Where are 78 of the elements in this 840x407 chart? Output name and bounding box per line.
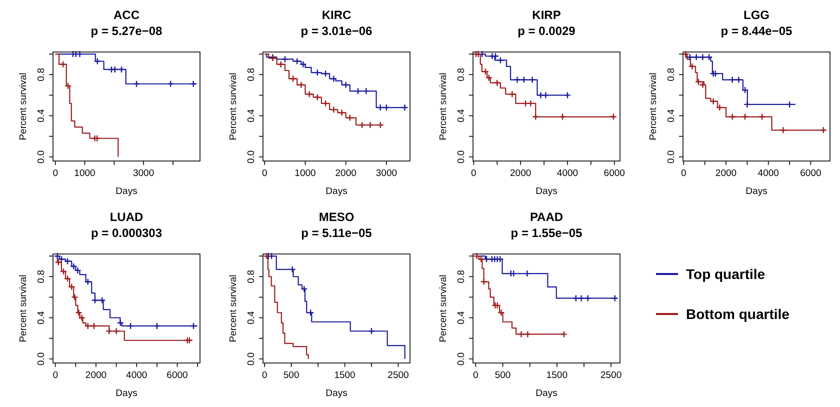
x-axis-title: Days [746, 186, 768, 197]
x-tick-label: 0 [262, 370, 268, 381]
chart-title: KIRC [322, 8, 352, 22]
y-tick-label: 0.0 [456, 150, 467, 164]
y-tick-label: 0.8 [666, 68, 677, 82]
x-tick-label: 0 [473, 370, 478, 381]
x-axis-title: Days [536, 186, 558, 197]
y-tick-label: 0.8 [456, 270, 467, 284]
x-tick-label: 1000 [74, 168, 96, 179]
x-tick-label: 3000 [132, 168, 154, 179]
x-tick-label: 2000 [510, 168, 532, 179]
y-tick-label: 0.0 [36, 150, 47, 164]
x-tick-label: 1500 [334, 370, 356, 381]
x-tick-label: 0 [52, 168, 58, 179]
y-tick-label: 0.4 [456, 311, 467, 324]
x-tick-label: 1500 [546, 370, 568, 381]
y-tick-label: 0.4 [666, 109, 677, 122]
chart-subtitle: p = 5.11e−05 [301, 226, 372, 240]
x-tick-label: 0 [52, 370, 58, 381]
x-axis-title: Days [116, 388, 138, 399]
x-axis-title: Days [536, 388, 558, 399]
y-axis-title: Percent survival [228, 274, 239, 342]
x-tick-label: 2000 [85, 370, 107, 381]
chart-subtitle: p = 8.44e−05 [720, 24, 793, 38]
y-tick-label: 0.4 [246, 109, 257, 122]
y-axis-title: Percent survival [438, 72, 449, 140]
chart-title: KIRP [532, 8, 561, 22]
y-tick-label: 0.8 [36, 68, 47, 82]
x-tick-label: 0 [680, 168, 686, 179]
x-axis-title: Days [326, 388, 348, 399]
y-tick-label: 0.8 [456, 68, 467, 82]
y-axis-title: Percent survival [18, 72, 29, 140]
x-tick-label: 4000 [758, 168, 779, 179]
y-axis-title: Percent survival [228, 72, 239, 140]
chart-title: LUAD [110, 210, 144, 224]
x-tick-label: 4000 [126, 370, 148, 381]
chart-title: ACC [114, 8, 140, 22]
chart-subtitle: p = 1.55e−05 [510, 226, 583, 240]
x-tick-label: 4000 [556, 168, 578, 179]
y-tick-label: 0.8 [246, 68, 257, 82]
chart-title: LGG [744, 8, 770, 22]
x-tick-label: 500 [283, 370, 300, 381]
chart-title: PAAD [530, 210, 564, 224]
x-tick-label: 6000 [604, 168, 625, 179]
chart-title: MESO [318, 210, 354, 224]
y-tick-label: 0.4 [36, 311, 47, 324]
y-axis-title: Percent survival [648, 72, 659, 140]
y-tick-label: 0.4 [36, 109, 47, 122]
y-tick-label: 0.0 [246, 150, 257, 164]
x-axis-title: Days [326, 186, 348, 197]
x-axis-title: Days [116, 186, 138, 197]
x-tick-label: 0 [262, 168, 268, 179]
y-axis-title: Percent survival [18, 274, 29, 342]
y-tick-label: 0.8 [36, 270, 47, 284]
x-tick-label: 2000 [715, 168, 737, 179]
y-tick-label: 0.4 [246, 311, 257, 324]
y-tick-label: 0.0 [246, 352, 257, 366]
y-tick-label: 0.0 [36, 352, 47, 366]
legend-label: Bottom quartile [686, 306, 790, 322]
x-tick-label: 0 [471, 168, 476, 179]
x-tick-label: 6000 [166, 370, 188, 381]
chart-subtitle: p = 5.27e−08 [90, 24, 163, 38]
x-tick-label: 2500 [600, 370, 622, 381]
x-tick-label: 500 [494, 370, 511, 381]
x-tick-label: 6000 [800, 168, 822, 179]
y-tick-label: 0.4 [456, 109, 467, 122]
chart-subtitle: p = 0.0029 [518, 24, 576, 38]
chart-subtitle: p = 0.000303 [90, 226, 162, 240]
y-tick-label: 0.0 [666, 150, 677, 164]
y-axis-title: Percent survival [438, 274, 449, 342]
x-tick-label: 2000 [335, 168, 356, 179]
y-tick-label: 0.0 [456, 352, 467, 366]
x-tick-label: 3000 [376, 168, 398, 179]
legend-label: Top quartile [686, 266, 766, 282]
x-tick-label: 2500 [388, 370, 409, 381]
x-tick-label: 1000 [294, 168, 316, 179]
y-tick-label: 0.8 [246, 270, 257, 284]
chart-subtitle: p = 3.01e−06 [300, 24, 373, 38]
